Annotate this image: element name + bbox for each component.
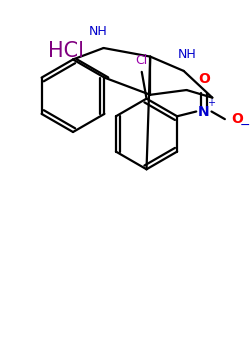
Text: NH: NH [178,48,197,61]
Text: NH: NH [88,26,107,38]
Text: O: O [198,72,210,86]
Text: Cl: Cl [136,54,148,67]
Text: +: + [208,98,216,108]
Text: O: O [232,112,243,126]
Text: −: − [240,119,250,132]
Text: N: N [198,105,210,119]
Text: HCl: HCl [48,41,84,61]
